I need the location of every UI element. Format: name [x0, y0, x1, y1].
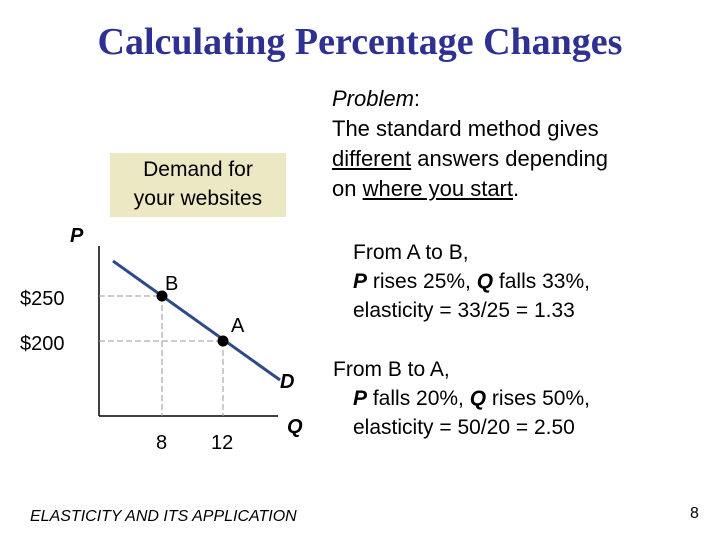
b-to-a-elasticity: elasticity = 50/20 = 2.50: [353, 416, 575, 439]
b-to-a-p-text: falls 20%,: [367, 387, 470, 410]
a-to-b-q: Q: [476, 270, 494, 293]
b-to-a-paragraph: From B to A, P falls 20%, Q rises 50%, e…: [333, 355, 713, 442]
y-axis-label: P: [70, 225, 84, 247]
point-a-marker: [217, 335, 229, 347]
problem-line-3-pre: on: [332, 176, 363, 201]
a-to-b-line-1: From A to B,: [353, 241, 469, 264]
problem-line-1: The standard method gives: [332, 116, 599, 141]
demand-curve: [112, 259, 281, 382]
quantity-tick-8: 8: [156, 432, 167, 454]
point-a-label: A: [231, 315, 245, 337]
problem-where-you-start: where you start: [362, 176, 513, 201]
legend-line-1: Demand for: [143, 158, 253, 181]
page-number: 8: [690, 505, 699, 522]
a-to-b-p: P: [353, 270, 368, 293]
price-tick-200: $200: [20, 333, 65, 355]
x-axis-label: Q: [287, 416, 303, 438]
problem-line-3-post: .: [513, 176, 520, 201]
a-to-b-q-text: falls 33%,: [493, 270, 590, 293]
curve-label: D: [280, 371, 294, 393]
problem-different: different: [332, 146, 412, 171]
point-b-marker: [156, 290, 168, 302]
a-to-b-paragraph: From A to B, P rises 25%, Q falls 33%, e…: [353, 238, 713, 325]
price-tick-250: $250: [20, 288, 65, 310]
slide-title: Calculating Percentage Changes: [97, 21, 623, 63]
point-b-label: B: [165, 273, 178, 295]
problem-colon: :: [413, 86, 421, 111]
b-to-a-p: P: [353, 387, 368, 410]
quantity-tick-12: 12: [211, 432, 233, 454]
b-to-a-q-text: rises 50%,: [486, 387, 590, 410]
b-to-a-line-1: From B to A,: [333, 358, 450, 381]
problem-label: Problem: [332, 86, 414, 111]
a-to-b-elasticity: elasticity = 33/25 = 1.33: [353, 299, 575, 322]
problem-statement: Problem: The standard method gives diffe…: [332, 84, 712, 204]
a-to-b-p-text: rises 25%,: [367, 270, 477, 293]
problem-line-2-rest: answers depending: [411, 146, 609, 171]
legend-line-2: your websites: [133, 187, 263, 210]
demand-legend-box: Demand for your websites: [110, 153, 286, 217]
b-to-a-q: Q: [469, 387, 487, 410]
footer-text: ELASTICITY AND ITS APPLICATION: [30, 508, 297, 525]
